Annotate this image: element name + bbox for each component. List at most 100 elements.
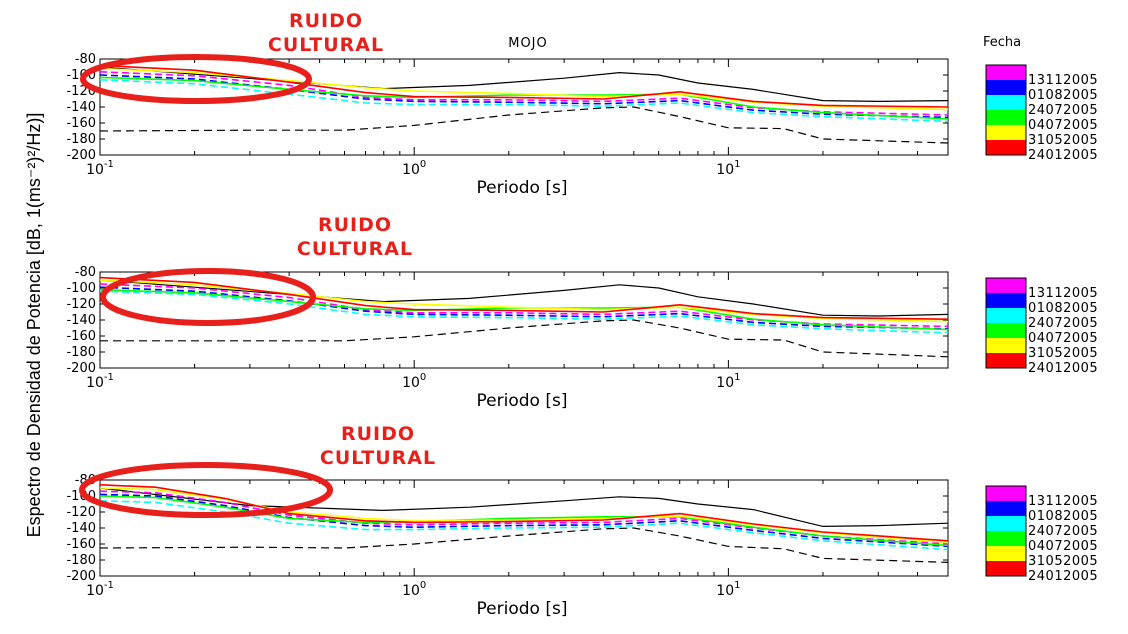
plot-frame (99, 479, 949, 577)
legend-swatch (986, 531, 1026, 546)
x-tick-exponent: 1 (734, 372, 740, 383)
x-axis-label: Periodo [s] (477, 599, 568, 619)
annotation-line-2: CULTURAL (297, 238, 413, 260)
series-line-3 (100, 79, 948, 123)
reference-low-line (100, 527, 948, 563)
legend-label: 13112005 (1028, 286, 1098, 301)
reference-low-line (100, 106, 948, 144)
y-tick-label: -100 (66, 281, 96, 296)
x-tick-label: 10-1 (86, 159, 114, 178)
reference-high-line (100, 66, 948, 103)
y-axis-label: Espectro de Densidad de Potencia [dB, 1(… (24, 113, 44, 538)
y-tick-label: -200 (66, 361, 96, 376)
annotation-ellipse (79, 462, 333, 518)
series-group (100, 276, 948, 358)
reference-low-line (100, 319, 948, 358)
series-line-6 (100, 484, 948, 542)
series-line-2 (100, 493, 948, 548)
x-axis-label: Periodo [s] (477, 391, 568, 411)
series-line-6 (100, 64, 948, 108)
x-tick-label: 10-1 (86, 372, 114, 391)
y-tick-label: -200 (66, 148, 96, 163)
y-tick-label: -80 (75, 265, 96, 280)
series-line-2 (100, 286, 948, 330)
legend-frame (985, 485, 1027, 577)
x-tick-label: 101 (716, 580, 740, 599)
legend: 1311200501082005240720050407200531052005… (985, 64, 1098, 163)
legend-swatch (986, 323, 1026, 338)
legend-label: 31052005 (1028, 554, 1098, 569)
legend-swatch (986, 486, 1026, 501)
legend-swatch (986, 80, 1026, 95)
reference-high-line (100, 279, 948, 317)
legend: 1311200501082005240720050407200531052005… (985, 277, 1098, 376)
y-tick-label: -140 (66, 100, 96, 115)
legend-swatch (986, 110, 1026, 125)
x-tick-label: 100 (402, 159, 426, 178)
legend-swatch (986, 278, 1026, 293)
annotation-line-1: RUIDO (318, 214, 392, 236)
series-line-1 (100, 283, 948, 328)
series-group (100, 484, 948, 563)
y-tick-label: -140 (66, 521, 96, 536)
y-tick-label: -180 (66, 553, 96, 568)
legend-swatch (986, 65, 1026, 80)
x-axis-label: Periodo [s] (477, 178, 568, 198)
y-tick-label: -120 (66, 297, 96, 312)
legend-swatch (986, 308, 1026, 323)
series-line-1 (100, 490, 948, 545)
legend-swatch (986, 501, 1026, 516)
series-line-6 (100, 276, 948, 320)
legend-label: 24072005 (1028, 524, 1098, 539)
legend-label: 13112005 (1028, 73, 1098, 88)
x-tick-exponent: 0 (420, 580, 426, 591)
x-tick-exponent: -1 (104, 159, 114, 170)
annotation-line-1: RUIDO (341, 423, 415, 445)
y-tick-label: -200 (66, 569, 96, 584)
x-tick-exponent: -1 (104, 372, 114, 383)
annotation-ellipse (100, 268, 316, 326)
legend-label: 24072005 (1028, 103, 1098, 118)
x-tick-label: 100 (402, 580, 426, 599)
x-tick-label: 10-1 (86, 580, 114, 599)
series-line-1 (100, 71, 948, 116)
series-line-3 (100, 290, 948, 334)
legend-label: 04072005 (1028, 331, 1098, 346)
x-tick-exponent: 0 (420, 159, 426, 170)
legend-label: 04072005 (1028, 539, 1098, 554)
series-line-4 (100, 76, 948, 120)
annotation-line-2: CULTURAL (320, 447, 436, 469)
legend-swatch (986, 516, 1026, 531)
x-tick-label: 101 (716, 159, 740, 178)
legend-swatch (986, 546, 1026, 561)
legend: 1311200501082005240720050407200531052005… (985, 485, 1098, 584)
y-tick-label: -180 (66, 132, 96, 147)
x-tick-exponent: -1 (104, 580, 114, 591)
legend-title: Fecha (983, 35, 1021, 50)
y-tick-label: -160 (66, 116, 96, 131)
y-tick-label: -160 (66, 329, 96, 344)
x-tick-label: 101 (716, 372, 740, 391)
legend-label: 01082005 (1028, 301, 1098, 316)
annotation-ellipse (80, 54, 312, 104)
legend-swatch (986, 293, 1026, 308)
legend-frame (985, 277, 1027, 369)
y-tick-label: -140 (66, 313, 96, 328)
legend-label: 01082005 (1028, 88, 1098, 103)
series-group (100, 64, 948, 144)
y-tick-label: -120 (66, 505, 96, 520)
legend-label: 31052005 (1028, 133, 1098, 148)
legend-swatch (986, 561, 1026, 576)
x-tick-label: 100 (402, 372, 426, 391)
legend-label: 04072005 (1028, 118, 1098, 133)
legend-swatch (986, 353, 1026, 368)
legend-swatch (986, 338, 1026, 353)
